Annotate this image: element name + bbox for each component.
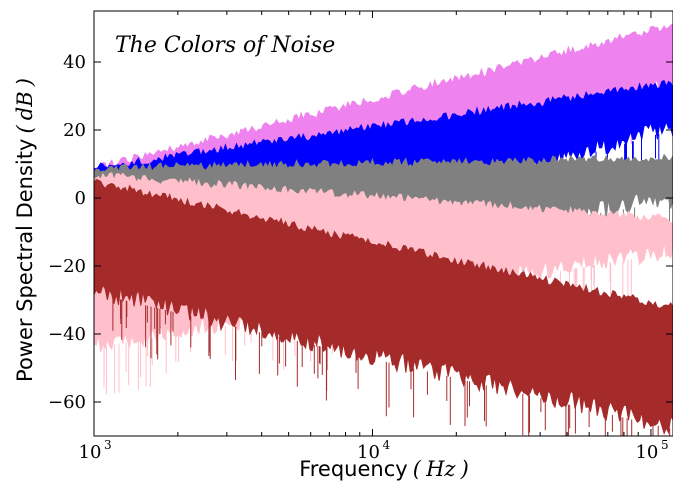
x-axis-label-paren-open: ( <box>413 457 422 481</box>
y-axis-label-paren-open: ( <box>13 124 37 133</box>
x-tick-label-exponent: 5 <box>661 438 669 452</box>
chart-title: The Colors of Noise <box>115 33 335 58</box>
y-tick-label: 40 <box>63 52 86 73</box>
x-tick-label: 10 <box>79 442 102 463</box>
x-axis-label-paren-close: ) <box>460 457 469 481</box>
x-tick-label-exponent: 4 <box>382 438 390 452</box>
y-tick-label: −40 <box>48 324 86 345</box>
x-tick-label: 10 <box>357 442 380 463</box>
x-axis-label-text: Frequency <box>299 457 408 481</box>
series-layer <box>94 23 673 436</box>
plot-frame <box>93 10 673 437</box>
x-tick-label-exponent: 3 <box>104 438 112 452</box>
noise-band-5 <box>94 178 673 436</box>
y-axis-label: Power Spectral Density ( dB ) <box>13 78 37 382</box>
x-axis-label-unit: Hz <box>425 457 456 481</box>
x-tick-label: 10 <box>635 442 658 463</box>
y-tick-label: −60 <box>48 392 86 413</box>
y-axis-label-unit: dB <box>13 91 37 120</box>
y-tick-label: 0 <box>75 188 86 209</box>
y-tick-label: −20 <box>48 256 86 277</box>
y-axis-label-text: Power Spectral Density <box>13 139 37 382</box>
noise-series-5 <box>94 178 673 436</box>
x-axis-label: Frequency ( Hz ) <box>299 457 469 481</box>
y-tick-label: 20 <box>63 120 86 141</box>
y-axis-label-paren-close: ) <box>13 78 37 87</box>
